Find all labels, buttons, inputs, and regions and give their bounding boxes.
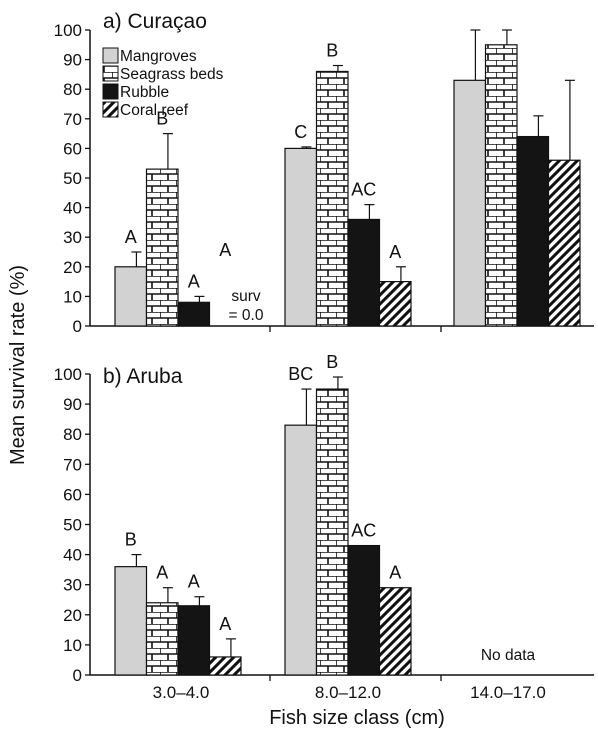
y-tick-label: 80 (63, 425, 82, 444)
bar-coral-1 (208, 656, 242, 676)
significance-label: BC (288, 364, 313, 384)
bar-mangroves-3 (453, 79, 487, 327)
x-axis-title: Fish size class (cm) (269, 707, 445, 729)
bar-mangroves-1 (114, 266, 148, 327)
annotation-no-data: No data (481, 647, 536, 664)
bar-mangroves-2 (284, 147, 318, 327)
y-tick-label: 30 (63, 576, 82, 595)
legend-swatch-seagrass (102, 65, 119, 82)
bar-mangroves-2 (284, 424, 318, 676)
bar-seagrass-3 (484, 44, 518, 327)
y-tick-label: 90 (63, 395, 82, 414)
x-tick-label: 14.0–17.0 (470, 683, 546, 702)
significance-label: A (188, 572, 200, 592)
y-tick-label: 90 (63, 51, 82, 70)
significance-label: A (389, 242, 401, 262)
significance-label: A (156, 563, 168, 583)
y-tick-label: 50 (63, 516, 82, 535)
legend-label-coral: Coral reef (120, 102, 189, 119)
panel-b-title: b) Aruba (103, 365, 183, 388)
bar-seagrass-2 (315, 388, 349, 676)
y-tick-label: 10 (63, 287, 82, 306)
y-tick-label: 10 (63, 636, 82, 655)
legend-swatch-rubble (102, 83, 119, 100)
significance-label: A (125, 227, 137, 247)
panel-a-title: a) Curaçao (103, 10, 207, 33)
bar-seagrass-1 (145, 602, 179, 676)
bar-seagrass-1 (145, 168, 179, 327)
significance-label: A (188, 271, 200, 291)
legend-swatch-mangroves (102, 47, 119, 64)
y-tick-label: 60 (63, 485, 82, 504)
y-tick-label: 0 (73, 317, 82, 336)
bar-seagrass-2 (315, 70, 349, 327)
y-tick-label: 70 (63, 110, 82, 129)
y-axis-title: Mean survival rate (%) (7, 265, 29, 465)
legend-label-seagrass: Seagrass beds (120, 66, 224, 83)
significance-label: B (156, 109, 168, 129)
significance-label: A (389, 563, 401, 583)
y-tick-label: 20 (63, 258, 82, 277)
significance-label: C (294, 122, 307, 142)
annotation-surv-line2: = 0.0 (229, 307, 264, 324)
annotation-surv-line1: surv (231, 288, 261, 305)
significance-label: A (219, 240, 231, 260)
bar-rubble-1 (177, 301, 211, 327)
legend-swatch-coral (102, 101, 119, 118)
y-tick-label: 40 (63, 546, 82, 565)
bar-rubble-2 (347, 218, 381, 327)
significance-label: A (219, 614, 231, 634)
significance-label: B (326, 352, 338, 372)
significance-label: B (125, 530, 137, 550)
y-tick-label: 100 (54, 365, 82, 384)
y-tick-label: 0 (73, 666, 82, 685)
significance-label: AC (351, 180, 376, 200)
x-tick-label: 8.0–12.0 (315, 683, 381, 702)
bar-coral-2 (378, 587, 412, 676)
y-tick-label: 80 (63, 80, 82, 99)
y-tick-label: 30 (63, 228, 82, 247)
y-tick-label: 60 (63, 139, 82, 158)
y-tick-label: 50 (63, 169, 82, 188)
legend-label-rubble: Rubble (120, 84, 169, 101)
bar-mangroves-1 (114, 566, 148, 676)
bar-coral-2 (378, 281, 412, 327)
significance-label: B (326, 41, 338, 61)
bar-rubble-2 (347, 544, 381, 676)
legend-label-mangroves: Mangroves (120, 48, 197, 65)
bar-rubble-3 (516, 135, 550, 327)
bar-coral-3 (547, 159, 581, 327)
legend: Mangroves Seagrass beds Rubble Coral ree… (102, 47, 224, 119)
x-tick-label: 3.0–4.0 (153, 683, 210, 702)
y-tick-label: 100 (54, 21, 82, 40)
bar-rubble-1 (177, 605, 211, 676)
y-tick-label: 70 (63, 455, 82, 474)
y-tick-label: 20 (63, 606, 82, 625)
y-tick-label: 40 (63, 199, 82, 218)
significance-label: AC (351, 521, 376, 541)
